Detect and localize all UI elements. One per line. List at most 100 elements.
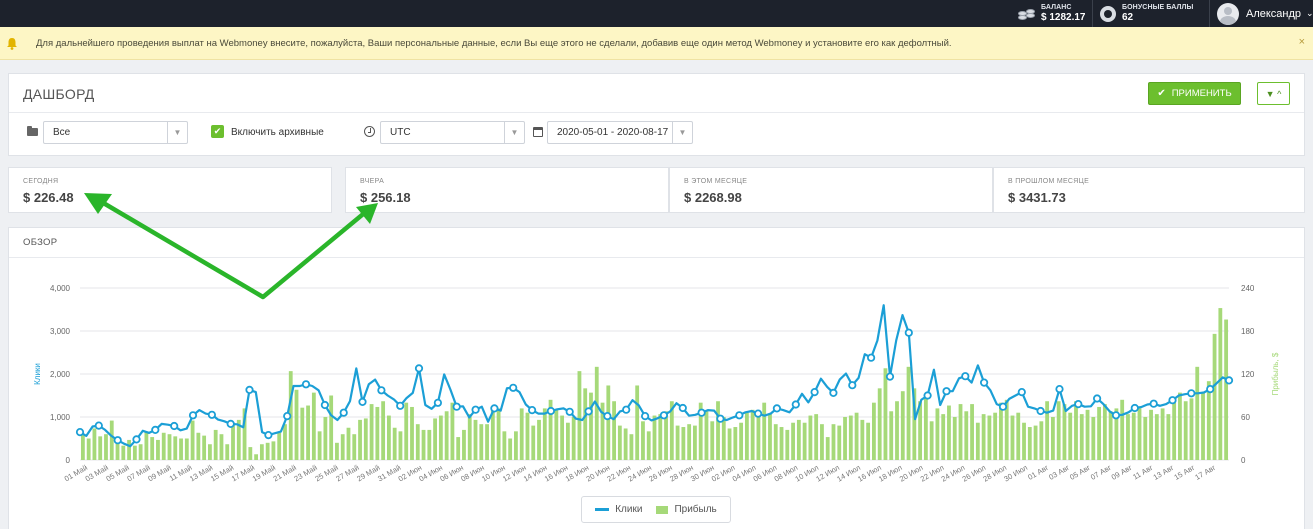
x-tick-label: 03 Авг: [1047, 463, 1071, 482]
profit-bar: [433, 418, 437, 460]
profit-bar: [906, 366, 911, 460]
balance-value: $ 1282.17: [1041, 12, 1086, 23]
profit-bar: [369, 404, 374, 460]
clicks-point: [829, 388, 838, 397]
chevron-down-icon: ▼: [167, 122, 187, 143]
profit-bar: [883, 368, 888, 460]
profit-bar: [635, 385, 640, 460]
profit-bar: [225, 444, 230, 460]
profit-bar: [796, 419, 801, 460]
profit-bar: [1056, 401, 1061, 460]
clicks-point: [659, 411, 669, 420]
profit-bar: [1097, 406, 1101, 460]
clicks-point: [904, 328, 913, 337]
profit-bar: [947, 405, 951, 460]
alert-banner: Для дальнейшего проведения выплат на Web…: [0, 27, 1313, 60]
profit-bar: [1195, 366, 1200, 460]
profit-bar: [1126, 414, 1130, 460]
profit-bar: [1050, 417, 1055, 460]
legend-profit-label[interactable]: Прибыль: [674, 504, 717, 515]
profit-bar: [941, 414, 946, 460]
profit-bar: [236, 419, 241, 460]
profit-bar: [895, 401, 899, 460]
filter-toggle-button[interactable]: ▼ ^: [1257, 82, 1290, 105]
clicks-point: [226, 419, 235, 428]
calendar-icon: [533, 127, 543, 137]
profit-bar: [1137, 408, 1142, 460]
profit-bar: [179, 438, 183, 460]
profit-bar: [837, 425, 842, 460]
profit-bar: [1085, 409, 1090, 460]
clicks-point: [923, 391, 932, 400]
stat-value: $ 2268.98: [684, 190, 742, 205]
profit-bar: [1206, 381, 1211, 460]
profit-bar: [421, 429, 426, 460]
clicks-point: [1111, 411, 1121, 420]
legend-profit-swatch: [656, 505, 669, 514]
legend-clicks-label[interactable]: Клики: [615, 504, 643, 515]
clicks-point: [1055, 385, 1064, 394]
close-icon[interactable]: ×: [1298, 36, 1305, 48]
profit-bar: [641, 421, 645, 460]
profit-bar: [629, 434, 634, 460]
profit-bar: [681, 427, 686, 460]
profit-bar: [335, 442, 339, 460]
profit-bar: [213, 429, 218, 460]
profit-bar: [150, 437, 155, 460]
clicks-point: [320, 400, 329, 410]
clicks-point: [490, 404, 499, 413]
profit-bar: [115, 438, 120, 460]
clicks-point: [433, 398, 442, 407]
category-select[interactable]: Все ▼: [43, 121, 188, 144]
clicks-point: [113, 436, 122, 445]
clicks-point: [1130, 403, 1139, 413]
clicks-point: [1093, 394, 1102, 403]
bonus-value: 62: [1122, 12, 1134, 23]
y-left-axis-label: Клики: [33, 363, 42, 385]
date-range-picker[interactable]: 2020-05-01 - 2020-08-17 ▼: [547, 121, 693, 144]
stat-label: В ПРОШЛОМ МЕСЯЦЕ: [1008, 178, 1090, 185]
profit-bar: [277, 432, 282, 460]
user-menu[interactable]: Александр ⌄: [1217, 0, 1313, 27]
apply-button[interactable]: ✔ ПРИМЕНИТЬ: [1148, 82, 1241, 105]
y-right-axis-label: Прибыль, $: [1271, 352, 1280, 395]
clicks-point: [772, 404, 782, 413]
x-tick-label: 19 Май: [251, 463, 277, 483]
archive-checkbox[interactable]: ✔: [211, 125, 224, 138]
stat-card-last-month: В ПРОШЛОМ МЕСЯЦЕ $ 3431.73: [993, 167, 1305, 213]
clicks-point: [546, 406, 556, 416]
profit-bar: [1189, 398, 1194, 460]
profit-bar: [571, 417, 576, 460]
clicks-point: [1206, 385, 1215, 394]
legend-clicks-swatch: [595, 508, 610, 511]
profit-bar: [358, 419, 362, 460]
profit-bar: [144, 431, 149, 460]
folder-icon: [27, 126, 38, 136]
timezone-select[interactable]: UTC ▼: [380, 121, 525, 144]
profit-bar: [785, 429, 790, 460]
profit-bar: [1039, 421, 1044, 460]
profit-bar: [1074, 401, 1078, 460]
y-right-tick-label: 240: [1241, 284, 1255, 293]
profit-bar: [462, 429, 466, 460]
dashboard-panel: ДАШБОРД ✔ ПРИМЕНИТЬ ▼ ^ Все ▼ ✔ Включить…: [8, 73, 1305, 156]
profit-bar: [791, 422, 795, 460]
profit-bar: [970, 404, 974, 460]
profit-bar: [733, 427, 738, 460]
clicks-point: [735, 411, 744, 420]
overview-chart: 0 1,000 2,000 3,000 4,000 0 60 120 180 240 Клики Пр…: [33, 284, 1280, 484]
profit-bar: [843, 417, 847, 460]
bonus-widget[interactable]: БОНУСНЫЕ БАЛЛЫ 62: [1100, 0, 1193, 27]
balance-widget[interactable]: БАЛАНС $ 1282.17: [1018, 0, 1086, 27]
profit-bar: [999, 402, 1003, 460]
profit-bar: [923, 395, 928, 460]
profit-bar: [121, 445, 126, 460]
profit-bar: [565, 422, 570, 460]
clicks-point: [961, 372, 970, 381]
profit-bar: [248, 447, 253, 460]
profit-bar: [929, 421, 934, 460]
profit-bar: [346, 427, 351, 460]
clicks-point: [301, 380, 311, 389]
profit-bar: [1016, 412, 1021, 460]
profit-bar: [329, 395, 334, 460]
